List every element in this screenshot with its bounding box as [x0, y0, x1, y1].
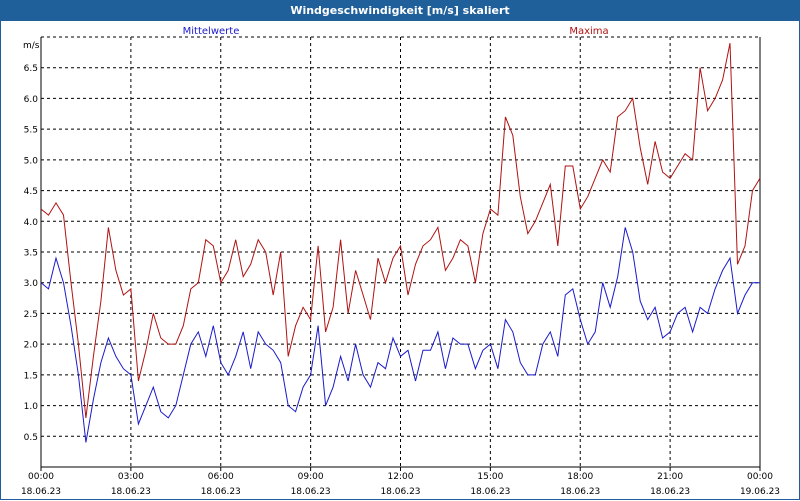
x-tick-date-label: 18.06.23: [291, 487, 331, 497]
y-tick-label: 3.5: [24, 249, 38, 259]
x-tick-date-label: 18.06.23: [560, 487, 600, 497]
y-tick-label: 5.5: [24, 126, 38, 136]
x-tick-time-label: 00:00: [28, 472, 54, 482]
x-tick-time-label: 18:00: [567, 472, 593, 482]
y-tick-label: 6.0: [24, 95, 39, 105]
legend-max-label: Maxima: [569, 26, 609, 37]
x-tick-date-label: 19.06.23: [740, 487, 780, 497]
y-tick-label: 5.0: [24, 156, 39, 166]
x-tick-time-label: 21:00: [657, 472, 683, 482]
y-tick-label: 0.5: [24, 433, 38, 443]
x-tick-date-label: 18.06.23: [111, 487, 151, 497]
y-tick-label: 2.0: [24, 341, 39, 351]
series-line-mittelwerte: [40, 227, 760, 443]
x-tick-time-label: 15:00: [477, 472, 503, 482]
legend-mean-label: Mittelwerte: [182, 26, 240, 37]
y-tick-label: 4.0: [24, 218, 39, 228]
series-line-maxima: [40, 43, 761, 418]
x-tick-date-label: 18.06.23: [201, 487, 241, 497]
x-tick-date-label: 18.06.23: [470, 487, 510, 497]
y-tick-label: 1.5: [24, 371, 38, 381]
x-tick-time-label: 12:00: [388, 472, 414, 482]
x-tick-time-label: 09:00: [298, 472, 324, 482]
x-tick-date-label: 18.06.23: [21, 487, 61, 497]
y-tick-label: 1.0: [24, 402, 39, 412]
x-tick-time-label: 00:00: [747, 472, 773, 482]
y-tick-label: 3.0: [24, 279, 39, 289]
x-tick-time-label: 03:00: [118, 472, 144, 482]
window-title: Windgeschwindigkeit [m/s] skaliert: [1, 1, 799, 21]
y-tick-label: 2.5: [24, 310, 38, 320]
x-tick-time-label: 06:00: [208, 472, 234, 482]
y-tick-label: 6.5: [24, 64, 38, 74]
y-axis-unit-label: m/s: [23, 41, 40, 51]
y-tick-label: 4.5: [24, 187, 38, 197]
x-tick-date-label: 18.06.23: [650, 487, 690, 497]
x-tick-date-label: 18.06.23: [380, 487, 420, 497]
